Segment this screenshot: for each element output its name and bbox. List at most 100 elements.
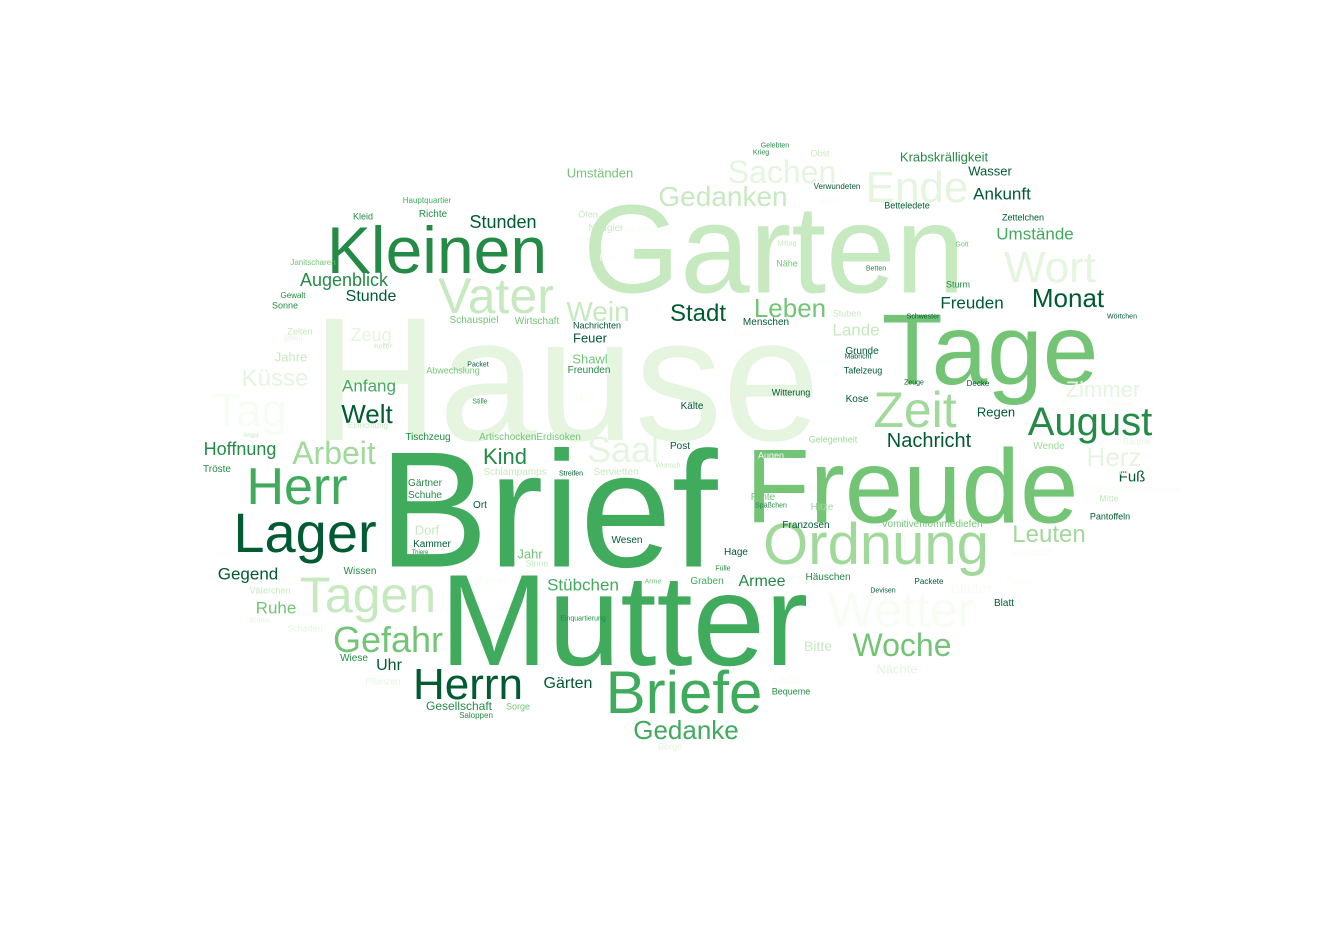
word-gedanke: Gedanke [633,715,739,745]
word-betteledete: Betteledete [884,200,930,211]
word-menschen: Menschen [742,317,790,328]
word-augen: Augen [757,450,785,461]
word-tag: Tag [212,384,288,436]
word-stunde: Stunde [345,288,397,305]
word-einquartierung: Einquartierung [560,615,606,623]
word-thiere: Thiere [411,550,429,556]
word-schiff: Schiff [1105,466,1129,477]
word-packet: Packet [467,361,489,369]
word-dorf: Dorf [414,522,440,538]
word-decke: Decke [966,379,990,388]
word-bequeme: Bequeme [771,686,811,697]
word-keller: Keller [374,343,392,351]
word-tischzeug: Tischzeug [405,432,451,443]
word-troeste: Tröste [203,464,231,475]
word-gott: Gott [955,241,969,249]
word-sinn: Sinn [818,195,838,206]
word-sturm: Sturm [945,279,971,290]
word-gedanken: Gedanken [658,181,788,212]
word-devisen: Devisen [870,587,896,595]
word-wesen: Wesen [611,535,643,546]
word-umstaende: Umstände [996,224,1074,244]
word-franzosen: Franzosen [782,520,830,531]
word-vaeterchen: Väterchen [249,585,291,596]
word-nachrichten: Nachrichten [572,320,622,331]
word-ort: Ort [473,500,487,511]
word-vomitivenfommediefen: Vomitivenfommediefen [881,519,983,530]
word-gaerten: Gärten [543,675,593,692]
word-zeit: Zeit [873,382,957,438]
word-stille: Stille [472,398,488,406]
word-regen: Regen [976,404,1016,420]
word-ruhe: Ruhe [255,598,297,618]
word-verwundeten: Verwundeten [813,182,861,191]
word-welt: Welt [341,399,393,429]
word-pantoffeln: Pantoffeln [1089,511,1131,522]
word-freude: Freude [745,428,1079,546]
word-feuer: Feuer [573,330,607,346]
word-mutter: Mutter [439,547,809,693]
word-gefahr: Gefahr [332,619,444,660]
word-zeuge: Zeuge [904,379,924,387]
word-sonne: Sonne [271,300,299,311]
word-post: Post [669,441,691,452]
word-garten: Garten [582,180,966,320]
word-naehe: Nähe [776,258,798,269]
word-janitscharen: Janitscharen [290,258,336,267]
word-gelegenheit: Gelegenheit [808,434,858,445]
word-packete: Packete [914,577,944,586]
word-gelebten: Gelebten [760,142,790,150]
word-zimmer: Zimmer [1065,377,1141,402]
word-arme: Arme [644,578,662,586]
word-neugier: Neugier [588,223,624,234]
word-bitte: Bitte [803,638,833,654]
word-wende: Wende [1033,441,1065,452]
word-jahr: Jahr [517,546,543,562]
word-hauptquartier: Hauptquartier [402,196,452,205]
word-wiese: Wiese [340,653,368,664]
word-kleinen: Kleinen [326,213,548,287]
word-freuden: Freuden [940,293,1004,313]
word-einrichtung: Einrichtung [347,421,389,430]
word-leben: Leben [753,293,827,323]
word-richte: Richte [418,209,448,220]
word-abwechslung: Abwechslung [426,365,480,376]
word-stillen: Stillen [283,335,303,343]
word-briefe: Briefe [605,659,763,726]
word-woertchen: Wörtchen [1107,313,1137,321]
word-ankunft: Ankunft [973,184,1031,204]
word-augenblick: Augenblick [299,270,389,290]
word-jahre: Jahre [274,349,308,365]
word-wissen: Wissen [343,566,377,577]
word-vater: Vater [438,268,554,324]
word-flinte: Flinte [750,492,776,503]
word-berge: Berge [657,741,683,752]
word-gaertner: Gärtner [408,478,442,489]
word-stunden: Stunden [469,212,537,232]
word-tafelzeug: Tafelzeug [843,365,883,376]
word-uhr: Uhr [376,657,402,674]
word-nachmittage: Nachmittage [622,224,674,235]
word-wort: Wort [1003,243,1097,292]
word-herzen: Herzen [996,203,1036,217]
word-briefchen: Briefchen [805,359,835,367]
word-kammer: Kammer [413,539,451,550]
word-sinne: Sinne [525,558,549,569]
word-umstaenden: Umständen [566,165,634,181]
word-zeug: Zeug [350,325,392,345]
word-anfang: Anfang [342,376,396,396]
word-obst: Obst [810,148,830,159]
word-saloppen: Saloppen [459,711,493,720]
word-wein: Wein [566,296,630,327]
word-armee: Armee [738,573,786,590]
word-streifen: Streifen [558,470,584,478]
word-graben: Graben [690,576,724,587]
word-arbeit: Arbeit [292,435,376,471]
word-liebe: Liebe [772,672,802,686]
word-nachricht: Nachricht [886,430,972,452]
word-lust: Lust [599,252,617,263]
word-shawl: Shawl [572,351,608,367]
word-haeuschen: Häuschen [805,572,851,583]
word-wirtschaft: Wirtschaft [514,316,560,327]
